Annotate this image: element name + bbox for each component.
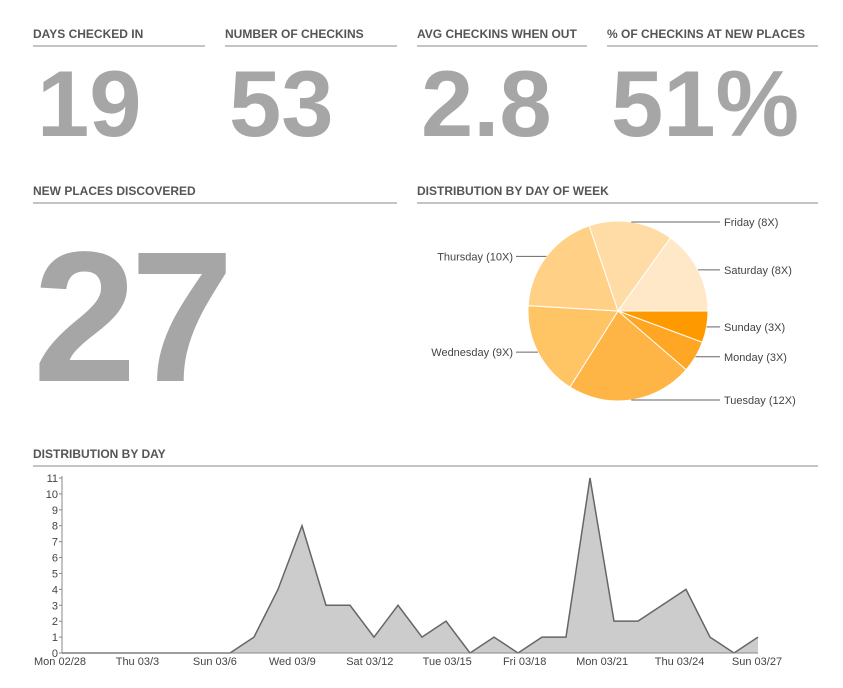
stat-value: 51% — [611, 51, 799, 156]
stat-value: 19 — [37, 51, 142, 156]
y-tick-label: 3 — [52, 600, 58, 612]
x-tick-label: Tue 03/15 — [423, 656, 472, 668]
x-tick-label: Wed 03/9 — [269, 656, 316, 668]
x-tick-label: Sun 03/27 — [732, 656, 782, 668]
pie-slice — [527, 225, 619, 312]
section-title: AVG CHECKINS WHEN OUT — [417, 27, 577, 41]
pie-label: Saturday (8X) — [724, 265, 792, 277]
pie-label: Monday (3X) — [724, 352, 787, 364]
x-tick-label: Sat 03/12 — [346, 656, 393, 668]
pie-slice — [588, 220, 672, 313]
y-tick-label: 7 — [52, 537, 58, 549]
y-tick-label: 4 — [52, 584, 58, 596]
x-tick-label: Fri 03/18 — [503, 656, 546, 668]
pie-slice — [617, 237, 709, 312]
y-tick-label: 1 — [52, 632, 58, 644]
y-tick-label: 5 — [52, 568, 58, 580]
y-tick-label: 8 — [52, 521, 58, 533]
section-title: % OF CHECKINS AT NEW PLACES — [607, 27, 805, 41]
x-tick-label: Thu 03/3 — [116, 656, 159, 668]
pie-slice — [569, 310, 687, 402]
section-title: DAYS CHECKED IN — [33, 27, 143, 41]
section-title: NUMBER OF CHECKINS — [225, 27, 364, 41]
y-tick-label: 0 — [52, 648, 58, 660]
y-tick-label: 11 — [47, 473, 58, 485]
pie-label: Wednesday (9X) — [431, 347, 513, 359]
x-tick-label: Mon 03/21 — [576, 656, 628, 668]
y-tick-label: 6 — [52, 553, 58, 565]
x-tick-label: Mon 02/28 — [34, 656, 86, 668]
pie-label: Friday (8X) — [724, 217, 778, 229]
x-tick-label: Thu 03/24 — [655, 656, 705, 668]
section-title: DISTRIBUTION BY DAY OF WEEK — [417, 184, 609, 198]
pie-slice — [527, 305, 619, 388]
stat-value: 27 — [33, 214, 228, 421]
y-tick-label: 10 — [46, 489, 58, 501]
pie-label: Thursday (10X) — [437, 251, 513, 263]
pie-label: Tuesday (12X) — [724, 395, 796, 407]
y-tick-label: 2 — [52, 616, 58, 628]
pie-label: Sunday (3X) — [724, 322, 785, 334]
x-tick-label: Sun 03/6 — [193, 656, 237, 668]
area-fill — [62, 478, 758, 653]
stat-value: 2.8 — [421, 51, 552, 156]
stat-value: 53 — [229, 51, 334, 156]
section-title: NEW PLACES DISCOVERED — [33, 184, 196, 198]
y-tick-label: 9 — [52, 505, 58, 517]
section-title: DISTRIBUTION BY DAY — [33, 447, 166, 461]
